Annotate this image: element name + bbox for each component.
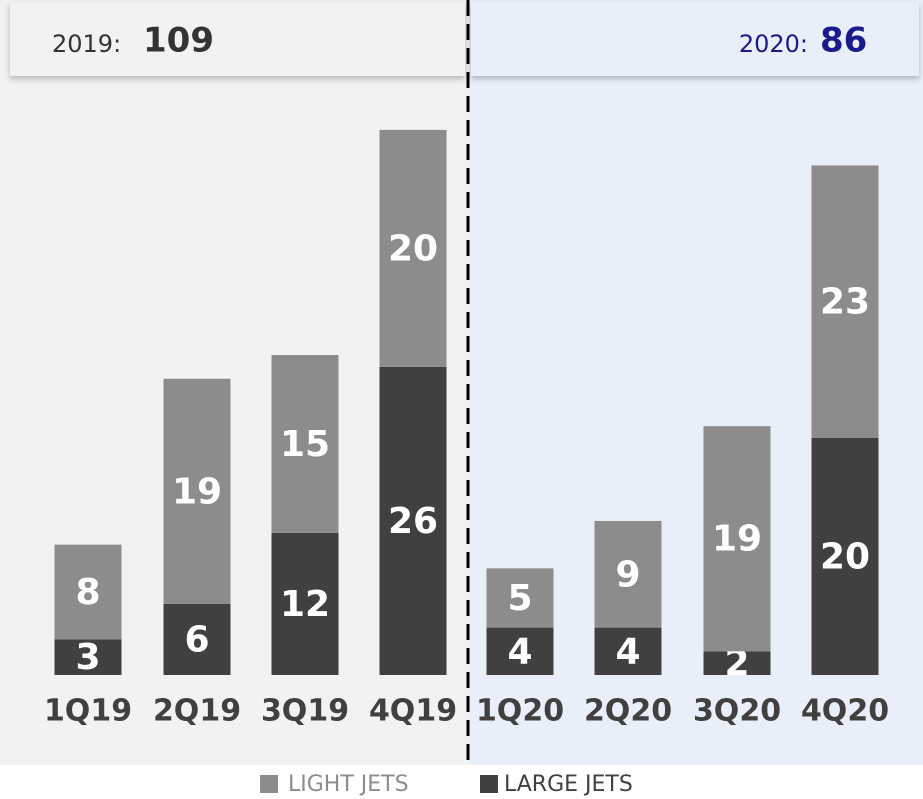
value-label: 5 — [507, 578, 532, 619]
bar-segment — [811, 165, 879, 438]
bar-segment — [703, 651, 771, 675]
x-tick-label: 2Q20 — [584, 694, 672, 729]
x-tick-label: 3Q20 — [693, 694, 781, 729]
value-label: 20 — [820, 537, 870, 578]
value-label: 3 — [75, 637, 100, 678]
legend-label: LARGE JETS — [504, 772, 633, 797]
header-label: 2019: — [52, 30, 121, 58]
value-label: 9 — [615, 554, 640, 595]
header-value: 86 — [820, 21, 867, 61]
value-label: 15 — [280, 424, 330, 465]
legend-swatch — [480, 775, 498, 793]
x-tick-label: 2Q19 — [153, 694, 241, 729]
value-label: 19 — [712, 519, 762, 560]
value-label: 4 — [507, 631, 532, 672]
header-value: 109 — [143, 21, 214, 61]
bar-segment — [271, 355, 339, 533]
bar-segment — [54, 639, 122, 675]
value-label: 19 — [172, 471, 222, 512]
x-tick-label: 1Q20 — [476, 694, 564, 729]
bar-segment — [594, 520, 662, 628]
bar-segment — [379, 129, 447, 367]
bar-segment — [811, 438, 879, 675]
bar-segment — [54, 544, 122, 640]
x-tick-label: 4Q19 — [369, 694, 457, 729]
value-label: 20 — [388, 228, 438, 269]
header-label: 2020: — [739, 30, 808, 58]
bar-segment — [486, 568, 554, 628]
bar-segment — [163, 603, 231, 675]
x-tick-label: 3Q19 — [261, 694, 349, 729]
bar-segment — [379, 366, 447, 675]
value-label: 6 — [184, 619, 209, 660]
bar-segment — [486, 627, 554, 675]
value-label: 23 — [820, 282, 870, 323]
bar-segment — [163, 378, 231, 604]
x-tick-label: 1Q19 — [44, 694, 132, 729]
header-2020 — [471, 2, 919, 76]
x-tick-label: 4Q20 — [801, 694, 889, 729]
header-2019 — [10, 2, 465, 76]
bar-segment — [271, 532, 339, 675]
legend-label: LIGHT JETS — [288, 772, 409, 797]
bar-segment — [594, 627, 662, 675]
legend-swatch — [260, 775, 278, 793]
value-label: 26 — [388, 501, 438, 542]
value-label: 8 — [75, 572, 100, 613]
value-label: 12 — [280, 584, 330, 625]
bar-segment — [703, 426, 771, 652]
value-label: 4 — [615, 631, 640, 672]
